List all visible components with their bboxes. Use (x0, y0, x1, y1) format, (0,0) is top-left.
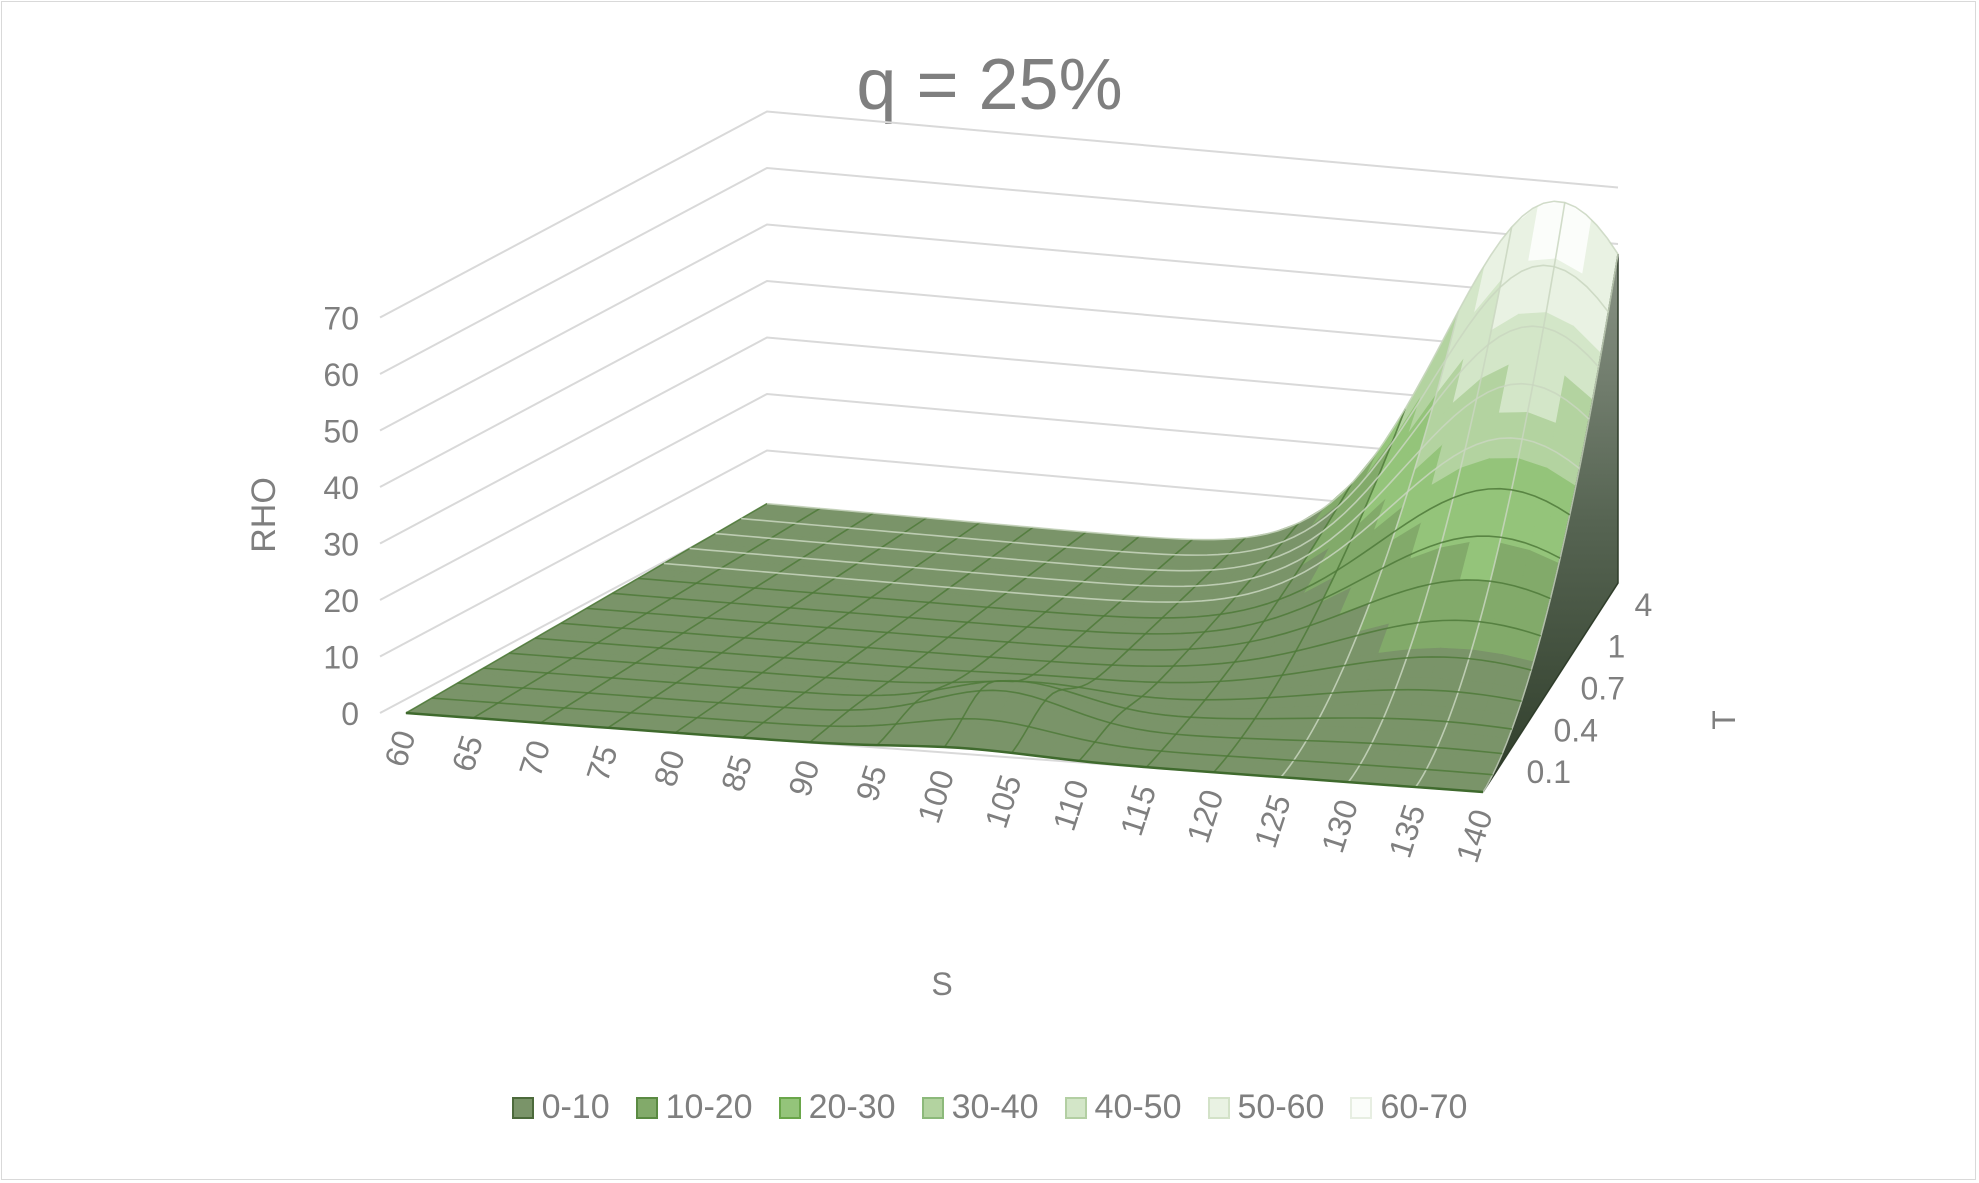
mesh-line-t (638, 487, 1571, 619)
legend-item: 60-70 (1350, 1088, 1467, 1127)
legend-swatch (778, 1096, 801, 1119)
t-tick-label: 0.4 (1554, 712, 1598, 748)
mesh-line-t (689, 382, 1590, 588)
mesh-lines (405, 200, 1619, 794)
t-axis-title: T (1706, 710, 1742, 730)
mesh-line-t (663, 437, 1580, 603)
legend: 0-10 10-20 20-30 30-40 40-50 50-60 60-70 (0, 1088, 1979, 1127)
z-gridline (379, 279, 1619, 488)
s-axis-title: S (931, 966, 952, 1002)
legend-label: 60-70 (1380, 1088, 1468, 1126)
legend-label: 10-20 (665, 1088, 753, 1126)
z-tick-label: 20 (323, 583, 359, 619)
s-tick-label: 140 (1449, 805, 1500, 867)
legend-swatch (635, 1096, 658, 1119)
s-tick-label: 125 (1247, 790, 1298, 852)
legend-item: 50-60 (1207, 1088, 1325, 1127)
legend-swatch (1064, 1096, 1087, 1119)
s-tick-label: 120 (1180, 785, 1231, 847)
legend-label: 50-60 (1237, 1088, 1325, 1126)
z-tick-label: 10 (323, 640, 359, 676)
legend-label: 30-40 (951, 1088, 1039, 1126)
s-tick-label: 135 (1382, 800, 1433, 862)
s-tick-label: 90 (781, 756, 826, 801)
mesh-line-t (534, 637, 1532, 684)
t-tick-label: 0.1 (1527, 754, 1571, 790)
mesh-line-t (457, 682, 1503, 755)
z-tick-label: 70 (323, 301, 359, 337)
mesh-line-t (766, 200, 1619, 541)
z-tick-label: 50 (323, 414, 359, 450)
z-gridline (379, 223, 1619, 432)
mesh-line-t (715, 325, 1600, 572)
z-axis-ticks: 0 10 20 30 40 50 60 70 (323, 301, 359, 733)
s-tick-label: 105 (978, 770, 1029, 832)
mesh-line-t (560, 619, 1542, 668)
s-tick-label: 95 (849, 761, 894, 806)
mesh-line-t (586, 579, 1551, 651)
s-tick-label: 130 (1314, 795, 1365, 857)
legend-item: 20-30 (778, 1088, 896, 1127)
t-tick-label: 4 (1635, 587, 1653, 623)
legend-swatch (511, 1096, 534, 1119)
legend-label: 20-30 (808, 1088, 896, 1126)
z-axis-title: RHO (245, 477, 283, 553)
surface-mesh (405, 202, 1619, 793)
z-tick-label: 30 (323, 527, 359, 563)
legend-swatch (921, 1096, 944, 1119)
z-gridline (379, 110, 1619, 319)
legend-item: 0-10 (511, 1088, 610, 1127)
t-tick-label: 1 (1608, 629, 1626, 665)
z-gridline (379, 166, 1619, 375)
legend-swatch (1207, 1096, 1230, 1119)
z-gridline (379, 336, 1619, 545)
legend-item: 40-50 (1064, 1088, 1182, 1127)
mesh-line-t (509, 652, 1522, 702)
t-tick-label: 0.7 (1581, 671, 1625, 707)
legend-swatch (1350, 1096, 1373, 1119)
s-tick-label: 70 (512, 736, 557, 781)
surface-front-edge (405, 711, 1484, 794)
legend-label: 0-10 (541, 1088, 610, 1126)
s-tick-label: 115 (1113, 780, 1163, 840)
s-tick-label: 85 (714, 751, 759, 796)
s-tick-label: 100 (910, 766, 961, 828)
t-axis-ticks: 0.1 0.4 0.7 14 (1527, 587, 1653, 790)
s-tick-label: 110 (1046, 775, 1096, 835)
s-tick-label: 80 (647, 746, 692, 791)
legend-item: 30-40 (921, 1088, 1039, 1127)
s-tick-label: 75 (579, 741, 624, 786)
mesh-line-t (612, 535, 1561, 635)
z-tick-label: 60 (323, 357, 359, 393)
s-tick-label: 60 (377, 726, 422, 771)
z-tick-label: 0 (341, 696, 359, 732)
z-tick-label: 40 (323, 470, 359, 506)
chart-title: q = 25% (856, 45, 1123, 125)
legend-label: 40-50 (1094, 1088, 1182, 1126)
z-gridline (379, 392, 1619, 601)
mesh-line-t (431, 697, 1493, 776)
s-tick-label: 65 (445, 731, 490, 776)
mesh-line-t (741, 264, 1609, 556)
legend-item: 10-20 (635, 1088, 753, 1127)
